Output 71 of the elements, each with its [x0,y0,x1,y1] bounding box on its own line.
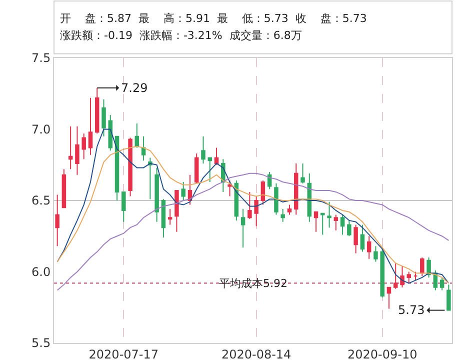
x-tick-label: 2020-07-17 [88,347,159,362]
candlestick [122,191,126,222]
y-tick-label: 6.0 [32,264,51,279]
candlestick [214,147,219,166]
candlestick [102,98,106,137]
candlestick [82,133,86,160]
candlestick [347,220,352,237]
annotation: 5.73 [398,303,425,317]
candlestick [267,172,272,190]
candlestick [366,236,372,260]
candlestick [400,266,404,288]
candlestick [380,247,384,298]
candlestick [426,257,431,278]
candlestick [274,182,278,216]
candlestick [108,114,113,152]
candlestick [55,194,60,247]
candlestick [354,224,358,254]
candlestick [294,162,298,216]
candlestick [314,211,318,232]
candlestick [240,208,246,248]
candlestick [208,157,212,182]
candlestick [174,190,179,232]
candlestick [88,97,93,156]
candlestick [327,201,332,228]
y-tick-label: 5.5 [32,336,51,350]
candlestick [340,214,345,236]
y-tick-label: 7.0 [32,122,51,136]
candlestick [62,168,66,208]
y-tick-label: 7.5 [32,51,51,66]
candlestick [248,191,252,220]
candlestick [300,162,305,184]
annotation: 7.29 [121,81,148,95]
text: 开 盘：5.87 最 高：5.91 最 低：5.73 收 盘：5.73 [60,12,367,25]
x-tick-label: 2020-09-10 [347,347,418,362]
candlestick [128,137,132,197]
candlestick [188,174,192,206]
line-series [56,172,450,291]
candlestick [201,136,206,164]
candlestick [181,181,186,201]
text: 涨跌额：-0.19 涨跌幅：-3.21% 成交量：6.8万 [60,29,302,42]
candlestick [287,204,292,216]
candlestick [148,157,152,200]
candlestick [154,167,159,222]
candlestick [393,262,398,290]
candlestick [446,284,451,311]
candlestick [94,87,100,134]
ref-line-label: 平均成本5.92 [219,277,288,290]
candlestick [307,172,312,222]
x-tick-label: 2020-08-14 [221,347,292,362]
candlestick [440,276,444,291]
candlestick [228,180,232,197]
candlestick [141,136,146,162]
y-tick-label: 6.5 [32,194,51,208]
candlestick [360,224,365,252]
candlestick [194,152,199,184]
candlestick [75,126,80,176]
candlestick [386,286,392,310]
candlestick [374,246,378,262]
candlestick [134,123,140,148]
candlestick [413,271,418,281]
candlestick [114,136,120,201]
candlestick [68,126,73,170]
candlestick [254,196,258,227]
candlestick [420,257,424,277]
candlestick [161,198,166,238]
candlestick [406,271,412,284]
candlestick [168,208,172,226]
candlestick [334,214,338,231]
candlestick [280,208,285,222]
candlestick [260,180,266,206]
candlestick [320,212,325,236]
